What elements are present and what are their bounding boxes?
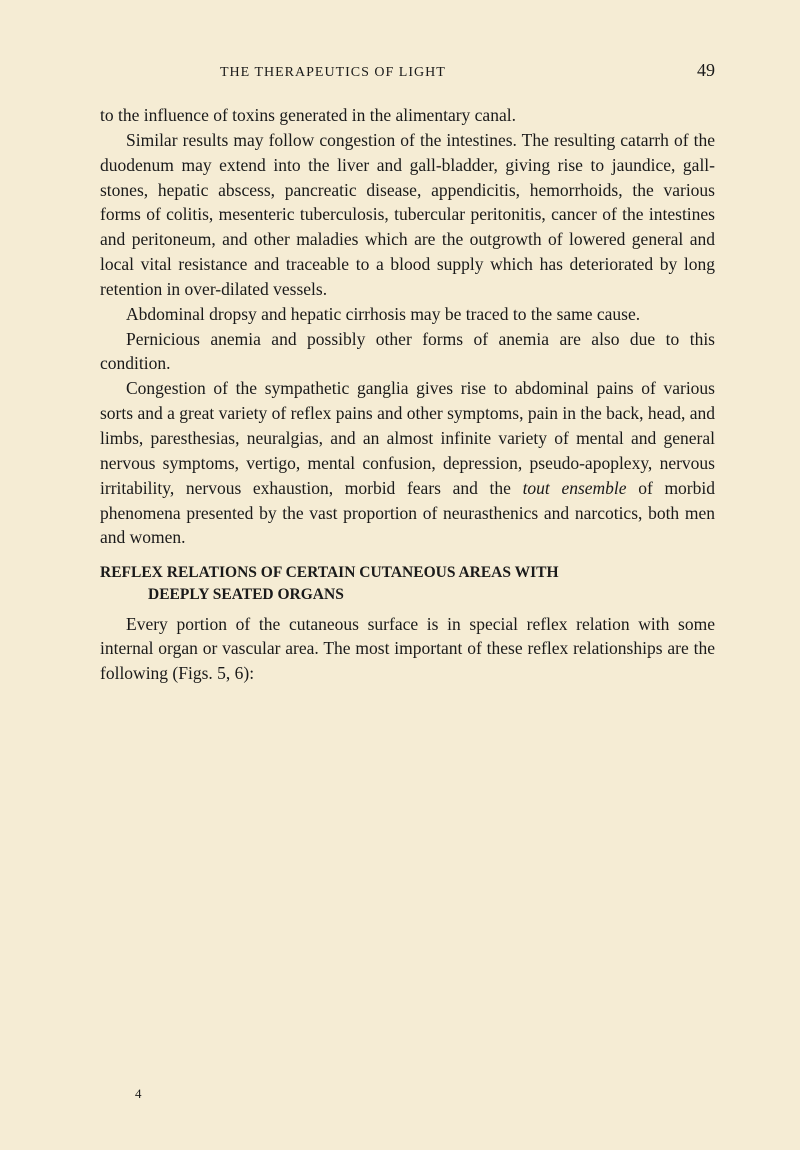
paragraph-1: to the influence of toxins generated in …: [100, 103, 715, 128]
paragraph-2: Similar results may follow congestion of…: [100, 128, 715, 302]
paragraph-3: Abdominal dropsy and hepatic cirrhosis m…: [100, 302, 715, 327]
page-header: THE THERAPEUTICS OF LIGHT 49: [100, 60, 715, 81]
running-title: THE THERAPEUTICS OF LIGHT: [220, 65, 446, 81]
footer-mark: 4: [135, 1086, 142, 1102]
heading-line-2: DEEPLY SEATED ORGANS: [148, 586, 344, 603]
paragraph-5: Congestion of the sympathetic ganglia gi…: [100, 376, 715, 550]
section-heading: REFLEX RELATIONS OF CERTAIN CUTANEOUS AR…: [100, 562, 715, 605]
heading-line-1: REFLEX RELATIONS OF CERTAIN CUTANEOUS AR…: [100, 564, 559, 581]
page-number: 49: [697, 60, 715, 81]
body-text: to the influence of toxins generated in …: [100, 103, 715, 686]
paragraph-4: Pernicious anemia and possibly other for…: [100, 327, 715, 377]
paragraph-6: Every portion of the cutaneous surface i…: [100, 612, 715, 687]
